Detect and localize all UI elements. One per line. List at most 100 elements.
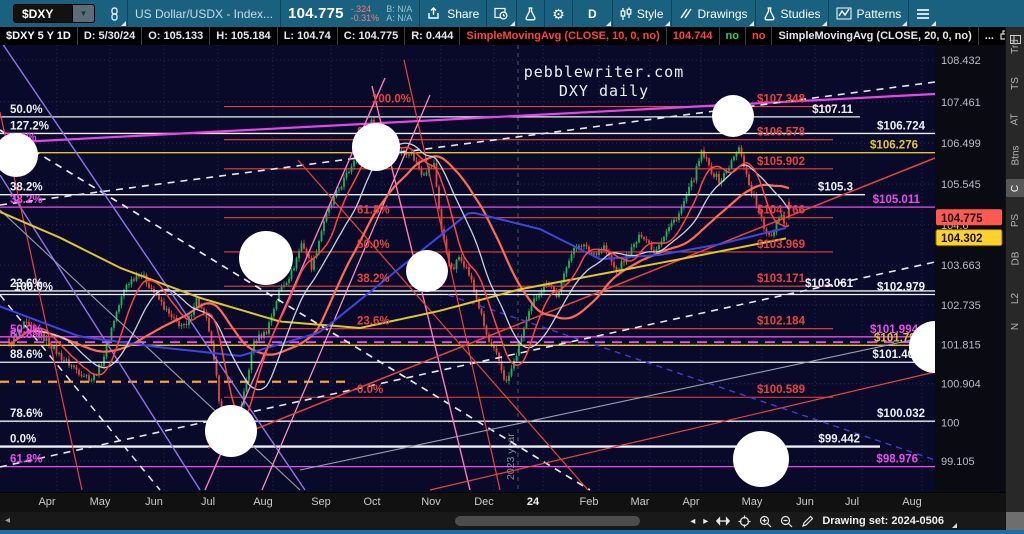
ma-yellow-line: [0, 210, 787, 329]
svg-text:104.775: 104.775: [941, 213, 983, 225]
auto-scroll-icon[interactable]: [716, 516, 731, 526]
price-badge: 104.775: [936, 209, 1002, 226]
sidebar-tab-l2[interactable]: L2: [1006, 287, 1024, 309]
svg-text:23.6%: 23.6%: [10, 278, 43, 290]
window-edge-strip: [0, 530, 1024, 534]
svg-text:78.6%: 78.6%: [10, 408, 43, 420]
time-axis-label: May: [741, 496, 763, 508]
time-axis-label: Jul: [200, 496, 216, 508]
ohlc-high: H: 105.184: [210, 27, 278, 45]
sidebar-tab-label: C: [1009, 184, 1021, 192]
corner-triangle: [748, 21, 754, 26]
sidebar-tab-db[interactable]: DB: [1006, 246, 1024, 270]
link-button[interactable]: [102, 0, 128, 27]
sidebar-tab-ps[interactable]: PS: [1006, 208, 1024, 232]
symbol-description: US Dollar/USDX - Index...: [128, 0, 282, 27]
svg-text:50.0%: 50.0%: [10, 324, 43, 336]
svg-text:$107.11: $107.11: [812, 104, 854, 116]
sma10-label[interactable]: SimpleMovingAvg (CLOSE, 10, 0, no): [460, 27, 667, 45]
studies-button[interactable]: Studies: [756, 0, 829, 27]
ohlc-close: C: 104.775: [338, 27, 406, 45]
svg-text:$103.969: $103.969: [757, 239, 805, 251]
crosshair-icon[interactable]: [738, 515, 751, 528]
svg-text:104.302: 104.302: [941, 233, 983, 245]
svg-text:$103.171: $103.171: [757, 273, 806, 285]
sidebar-tab-n[interactable]: N: [1006, 318, 1024, 334]
drawings-icon: [679, 7, 693, 20]
sidebar-tab-at[interactable]: AT: [1006, 107, 1024, 131]
svg-text:50.0%: 50.0%: [10, 104, 43, 116]
symbol-dropdown-button[interactable]: ▼: [72, 5, 94, 22]
svg-text:61.8%: 61.8%: [10, 454, 43, 466]
sidebar-tab-trd[interactable]: Trd: [1006, 31, 1024, 61]
corner-triangle: [931, 21, 937, 26]
svg-text:50.0%: 50.0%: [357, 239, 390, 251]
timeframe-label: D: [587, 6, 597, 21]
svg-text:99.105: 99.105: [941, 456, 975, 468]
corner-triangle: [121, 21, 126, 26]
time-axis-label: Feb: [579, 496, 599, 508]
news-icon: [494, 7, 509, 20]
price-chart[interactable]: 2023 year 50.0% $107.11 127.2% $106.724 38.2%…: [0, 39, 1005, 492]
time-axis-label: Aug: [253, 496, 273, 508]
link-icon: [109, 6, 120, 21]
page-left-icon[interactable]: ◂: [690, 515, 696, 527]
ohlc-date: D: 5/30/24: [78, 27, 143, 45]
sidebar-tab-btns[interactable]: Btns: [1006, 138, 1024, 172]
zoom-out-icon[interactable]: [780, 515, 793, 528]
ohlc-open: O: 105.133: [142, 27, 211, 45]
drawings-button[interactable]: Drawings: [672, 0, 756, 27]
svg-text:$106.276: $106.276: [870, 140, 918, 152]
analyze-button[interactable]: [517, 0, 546, 27]
time-axis-label: Oct: [363, 496, 381, 508]
svg-text:$107.348: $107.348: [757, 94, 806, 106]
candle-style-icon: [620, 7, 632, 21]
time-axis-label: Sep: [311, 496, 331, 508]
svg-text:88.6%: 88.6%: [10, 349, 43, 361]
drawing-set-label[interactable]: Drawing set: 2024-0506: [822, 515, 944, 527]
maximize-icon[interactable]: [1000, 29, 1005, 43]
symbol-input[interactable]: $DXY ▼: [13, 4, 95, 23]
sidebar-tab-c[interactable]: C: [1006, 179, 1024, 197]
header-more[interactable]: ...: [984, 30, 994, 42]
top-toolbar: $DXY ▼ US Dollar/USDX - Index... 104.775…: [0, 0, 1024, 27]
svg-text:38.2%: 38.2%: [10, 182, 43, 194]
svg-text:$105.011: $105.011: [873, 194, 921, 206]
flag-red: no: [746, 27, 773, 45]
time-axis[interactable]: Apr May Jun Jul Aug Sep Oct Nov Dec 24 Feb Mar Apr Ma…: [0, 492, 1005, 512]
panel-grid-icon[interactable]: [1010, 31, 1021, 49]
scrollbar-thumb[interactable]: [455, 516, 640, 526]
trend-lines: [0, 39, 936, 491]
mask-circles: [0, 95, 961, 487]
drawing-pencil-icon[interactable]: [801, 515, 814, 528]
svg-text:$106.724: $106.724: [877, 120, 926, 132]
symbol-value[interactable]: $DXY: [22, 6, 54, 21]
page-right-icon[interactable]: ▸: [703, 515, 709, 527]
patterns-button[interactable]: Patterns: [829, 0, 910, 27]
sidebar-tab-label: DB: [1010, 251, 1021, 265]
flask-icon: [524, 6, 537, 21]
price-badge: 104.302: [935, 229, 1003, 247]
sidebar-tab-label: Trd: [1009, 38, 1021, 54]
price-chart-svg[interactable]: 2023 year 50.0% $107.11 127.2% $106.724 38.2%…: [0, 39, 1005, 492]
sidebar-tab-ts[interactable]: TS: [1006, 71, 1024, 95]
symbol-box-wrap: $DXY ▼: [0, 0, 102, 27]
menu-button[interactable]: [909, 0, 937, 27]
timeframe-button[interactable]: D: [573, 0, 613, 27]
settings-button[interactable]: ⚙: [545, 0, 573, 27]
share-button[interactable]: Share: [420, 0, 488, 27]
sma20-label[interactable]: SimpleMovingAvg (CLOSE, 20, 0, no): [772, 27, 979, 45]
svg-text:38.2%: 38.2%: [10, 194, 43, 206]
news-button[interactable]: [487, 0, 518, 27]
svg-text:38.2%: 38.2%: [357, 273, 390, 285]
sidebar-resize-block[interactable]: [1006, 512, 1024, 530]
zoom-in-icon[interactable]: [759, 515, 772, 528]
svg-text:$105.902: $105.902: [757, 156, 805, 168]
svg-text:DXY daily: DXY daily: [559, 82, 649, 100]
flag-green: no: [720, 27, 746, 45]
scroll-left-icon[interactable]: ◂: [5, 515, 11, 526]
time-axis-label: Jul: [844, 496, 860, 508]
ohlc-low: L: 104.74: [278, 27, 338, 45]
style-button[interactable]: Style: [613, 0, 672, 27]
